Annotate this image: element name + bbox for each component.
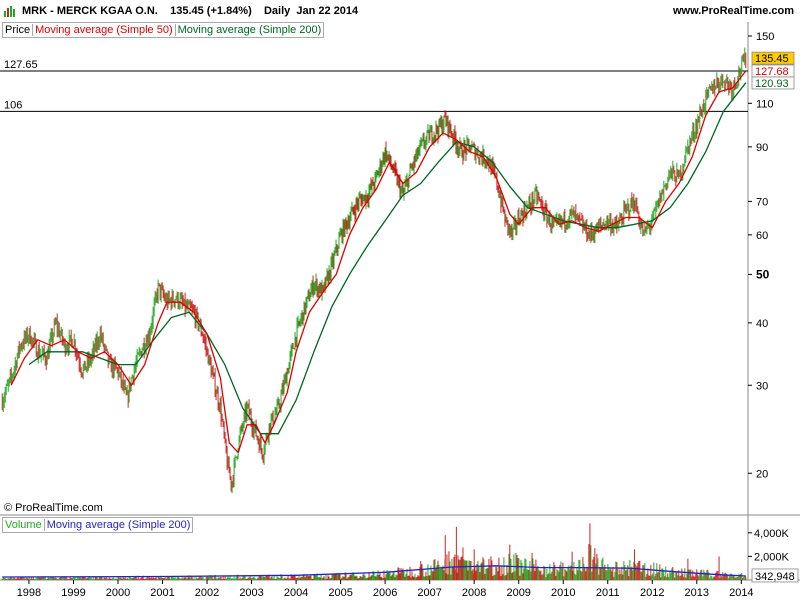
legend-vol-ma-label[interactable]: Moving average (Simple 200) — [46, 519, 191, 531]
x-tick-label: 1998 — [17, 587, 41, 599]
x-tick-label: 2005 — [328, 587, 352, 599]
x-tick-label: 2013 — [685, 587, 709, 599]
y-tick-label: 20 — [756, 468, 768, 480]
x-tick-label: 2002 — [195, 587, 219, 599]
x-tick-label: 2010 — [551, 587, 575, 599]
legend-ma50-label[interactable]: Moving average (Simple 50) — [35, 24, 173, 36]
x-tick-label: 2009 — [506, 587, 530, 599]
legend-volume-label[interactable]: Volume — [5, 519, 42, 531]
ma200-line — [28, 82, 747, 435]
x-tick-label: 2001 — [150, 587, 174, 599]
y-tick-label: 50 — [756, 267, 770, 281]
x-tick-label: 2004 — [284, 587, 308, 599]
current-value-box — [751, 64, 795, 78]
symbol-name: MRK - MERCK KGAA O.N. — [22, 5, 158, 17]
site-link[interactable]: www.ProRealTime.com — [672, 5, 794, 17]
x-tick-label: 2012 — [640, 587, 664, 599]
copyright-text: © ProRealTime.com — [4, 502, 103, 514]
current-value-label: 135.45 — [755, 53, 789, 65]
x-tick-label: 1999 — [61, 587, 85, 599]
x-tick-label: 2008 — [462, 587, 486, 599]
y-tick-label: 110 — [756, 98, 774, 110]
y-tick-label: 90 — [756, 142, 768, 154]
volume-legend: Volume Moving average (Simple 200) — [2, 517, 194, 533]
y-tick-label: 150 — [756, 31, 774, 43]
x-tick-label: 2014 — [729, 587, 753, 599]
volume-tick-label: 4,000K — [754, 528, 790, 540]
volume-current-box — [751, 568, 799, 583]
prorealtime-logo-icon — [3, 4, 17, 18]
current-value-box — [751, 76, 795, 90]
current-value-label: 120.93 — [755, 78, 789, 90]
x-tick-label: 2003 — [239, 587, 263, 599]
reference-line-label: 127.65 — [4, 59, 38, 71]
legend-price-label[interactable]: Price — [5, 24, 31, 36]
y-tick-label: 70 — [756, 196, 768, 208]
y-tick-label: 60 — [756, 230, 768, 242]
current-value-label: 127.68 — [755, 66, 789, 78]
legend-ma200-label[interactable]: Moving average (Simple 200) — [177, 24, 322, 36]
volume-ma-line — [2, 565, 746, 578]
chart-header: MRK - MERCK KGAA O.N. 135.45 (+1.84%) Da… — [0, 0, 800, 22]
volume-tick-label: 2,000K — [754, 551, 790, 563]
volume-current-label: 342,948 — [755, 571, 795, 583]
current-value-box — [751, 51, 795, 65]
x-tick-label: 2007 — [417, 587, 441, 599]
ma50-line — [10, 70, 747, 454]
x-tick-label: 2000 — [106, 587, 130, 599]
instrument-title: MRK - MERCK KGAA O.N. 135.45 (+1.84%) Da… — [22, 5, 358, 17]
x-tick-label: 2011 — [596, 587, 620, 599]
y-tick-label: 30 — [756, 380, 768, 392]
y-tick-label: 40 — [756, 318, 768, 330]
x-tick-label: 2006 — [373, 587, 397, 599]
period-date: Daily Jan 22 2014 — [263, 5, 359, 17]
price-legend: Price Moving average (Simple 50) Moving av… — [2, 22, 325, 38]
last-price-change: 135.45 (+1.84%) — [170, 5, 252, 17]
reference-line-label: 106 — [4, 99, 22, 111]
